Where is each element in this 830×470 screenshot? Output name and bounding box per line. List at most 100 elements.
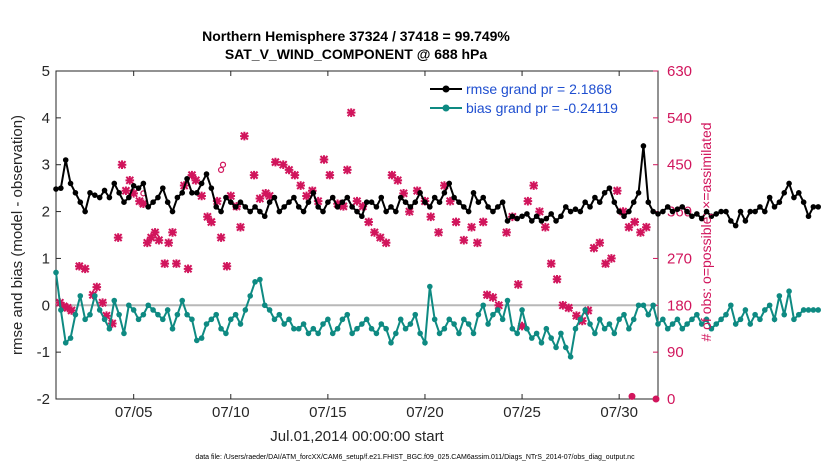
- bias-point: [130, 307, 137, 313]
- rmse-point: [388, 204, 394, 210]
- rmse-point: [601, 190, 608, 196]
- bias-point: [160, 316, 166, 323]
- rmse-point: [718, 208, 724, 215]
- rmse-point: [742, 218, 749, 224]
- rmse-point: [747, 208, 754, 215]
- bias-point: [630, 316, 637, 323]
- obs-assimilated-point: [434, 228, 443, 237]
- bias-point: [135, 316, 142, 323]
- bias-point: [776, 293, 783, 299]
- obs-assimilated-point: [142, 238, 152, 248]
- bias-point: [72, 311, 79, 318]
- obs-assimilated-point: [467, 222, 476, 232]
- bias-point: [684, 321, 690, 327]
- obs-assimilated-point: [494, 300, 504, 310]
- rmse-point: [805, 213, 812, 220]
- bias-point: [694, 311, 700, 318]
- bias-point: [266, 307, 273, 313]
- rmse-point: [752, 208, 758, 215]
- rmse-point: [616, 208, 622, 215]
- rmse-point: [320, 208, 326, 215]
- obs-assimilated-point: [67, 306, 76, 315]
- rmse-point: [164, 199, 171, 205]
- obs-assimilated-point: [191, 176, 201, 185]
- rmse-point: [548, 211, 554, 217]
- rmse-point: [694, 211, 700, 217]
- obs-assimilated-point: [339, 202, 348, 211]
- bias-point: [572, 325, 579, 332]
- rmse-point: [72, 190, 79, 196]
- legend-rmse-label: rmse grand pr = 2.1868: [466, 81, 612, 97]
- rmse-point: [67, 180, 74, 187]
- bias-point: [111, 297, 118, 304]
- obs-assimilated-point: [117, 160, 127, 170]
- bias-point: [422, 339, 428, 346]
- rmse-point: [397, 194, 404, 201]
- rmse-point: [82, 208, 88, 215]
- obs-assimilated-point: [618, 207, 628, 216]
- obs-assimilated-point: [502, 228, 511, 237]
- bias-point: [611, 330, 618, 337]
- rmse-point: [417, 190, 423, 196]
- rmse-point: [567, 208, 574, 215]
- rmse-point: [305, 199, 312, 205]
- obs-assimilated-point: [265, 191, 274, 201]
- y-tick-label: 0: [42, 297, 50, 314]
- rmse-point: [499, 199, 506, 205]
- obs-assimilated-point: [612, 186, 622, 196]
- bias-point: [480, 302, 487, 309]
- rmse-point: [150, 199, 156, 205]
- obs-assimilated-point: [249, 170, 259, 180]
- bias-point: [126, 302, 132, 309]
- bias-point: [626, 325, 632, 332]
- rmse-point: [645, 199, 652, 205]
- bias-point: [402, 325, 409, 332]
- bias-point: [261, 302, 268, 309]
- bias-point: [218, 325, 224, 332]
- rmse-point: [412, 199, 419, 205]
- rmse-point: [572, 206, 579, 213]
- rmse-point: [431, 194, 438, 201]
- rmse-point: [519, 213, 525, 220]
- rmse-point: [266, 199, 273, 205]
- obs-assimilated-point: [121, 186, 131, 196]
- rmse-point: [106, 194, 113, 201]
- rmse-point: [135, 185, 142, 191]
- obs-assimilated-point: [513, 280, 523, 289]
- obs-assimilated-point: [302, 191, 311, 201]
- bias-point: [198, 335, 205, 341]
- rmse-point: [528, 218, 535, 224]
- rmse-point: [359, 213, 365, 220]
- bias-point: [635, 302, 642, 309]
- rmse-point: [766, 194, 773, 201]
- bias-point: [499, 316, 506, 323]
- bias-point: [121, 330, 127, 337]
- obs-possible-point: [219, 161, 227, 168]
- bias-point: [257, 276, 263, 283]
- rmse-point: [261, 213, 268, 220]
- obs-edge-point: [652, 395, 660, 403]
- bias-point: [446, 316, 453, 323]
- y-tick-label: 2: [42, 204, 50, 221]
- rmse-point: [116, 190, 122, 196]
- bias-point: [470, 330, 477, 337]
- rmse-point: [800, 199, 807, 205]
- rmse-point: [329, 194, 336, 201]
- bias-point: [461, 316, 467, 323]
- bias-point: [397, 316, 404, 323]
- bias-point: [373, 330, 380, 337]
- rmse-point: [679, 204, 686, 210]
- obs-assimilated-point: [125, 176, 135, 185]
- obs-assimilated-point: [226, 191, 236, 201]
- bias-point: [587, 321, 593, 327]
- rmse-point: [446, 180, 453, 187]
- rmse-point: [96, 194, 103, 201]
- obs-assimilated-point: [319, 155, 329, 164]
- obs-assimilated-point: [255, 194, 265, 203]
- rmse-point: [684, 208, 690, 215]
- rmse-point: [276, 208, 283, 215]
- bias-point: [164, 307, 171, 313]
- obs-assimilated-point: [160, 259, 170, 268]
- bias-point: [538, 339, 545, 346]
